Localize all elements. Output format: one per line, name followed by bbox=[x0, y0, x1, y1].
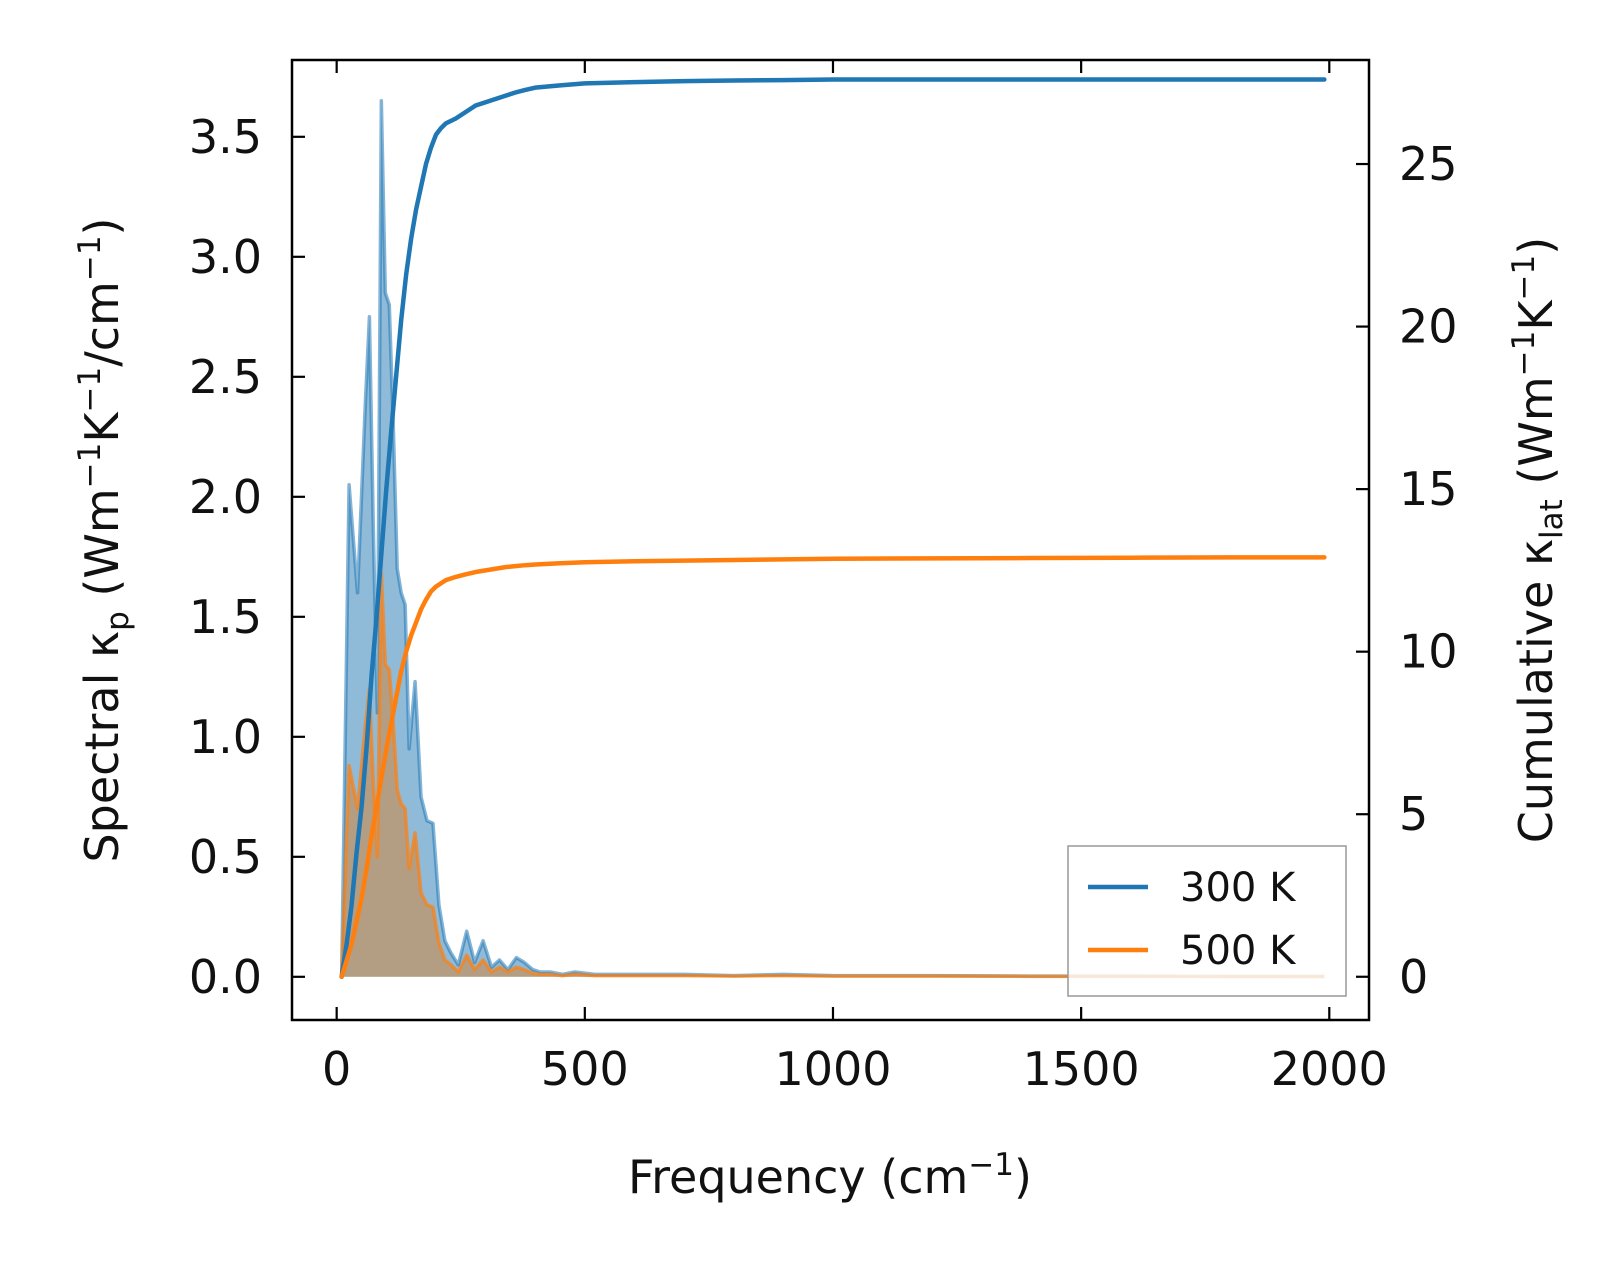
y-tick-label-right: 15 bbox=[1399, 462, 1458, 516]
y-tick-label-left: 2.5 bbox=[189, 350, 262, 404]
x-tick-label: 0 bbox=[322, 1042, 351, 1096]
y-tick-label-left: 3.0 bbox=[189, 230, 262, 284]
x-axis-title: Frequency (cm−1) bbox=[628, 1147, 1032, 1204]
y-tick-label-right: 0 bbox=[1399, 950, 1428, 1004]
legend-label-300k: 300 K bbox=[1180, 865, 1297, 911]
y-tick-label-right: 5 bbox=[1399, 787, 1428, 841]
y-tick-label-left: 0.0 bbox=[189, 950, 262, 1004]
y-tick-label-left: 2.0 bbox=[189, 470, 262, 524]
legend-label-500k: 500 K bbox=[1180, 928, 1297, 974]
axis-ticks: 0 500 1000 1500 2000 0.0 0.5 1.0 1.5 2.0 2.5 3.0 3.5… bbox=[189, 60, 1458, 1096]
cumulative-line-500k bbox=[339, 555, 1327, 980]
spectral-fill-areas bbox=[339, 99, 1325, 979]
y-tick-label-right: 25 bbox=[1399, 137, 1458, 191]
y-axis-title-left: Spectral κp (Wm−1K−1/cm−1) bbox=[72, 217, 136, 862]
x-tick-label: 500 bbox=[541, 1042, 629, 1096]
x-tick-label: 1000 bbox=[774, 1042, 891, 1096]
series-lines bbox=[339, 77, 1327, 980]
plot-frame bbox=[290, 58, 1371, 1022]
y-tick-label-right: 10 bbox=[1399, 625, 1458, 679]
x-tick-label: 2000 bbox=[1271, 1042, 1388, 1096]
y-tick-label-left: 1.5 bbox=[189, 590, 262, 644]
y-tick-label-left: 1.0 bbox=[189, 710, 262, 764]
y-axis-title-right: Cumulative κlat (Wm−1K−1) bbox=[1506, 237, 1570, 843]
y-tick-label-left: 0.5 bbox=[189, 830, 262, 884]
legend: 300 K 500 K bbox=[1067, 845, 1347, 997]
y-tick-label-left: 3.5 bbox=[189, 110, 262, 164]
x-tick-label: 1500 bbox=[1023, 1042, 1140, 1096]
cumulative-line-300k bbox=[339, 77, 1327, 980]
legend-box bbox=[1067, 845, 1347, 997]
spectral-line-500k bbox=[339, 571, 1325, 979]
y-tick-label-right: 20 bbox=[1399, 300, 1458, 354]
